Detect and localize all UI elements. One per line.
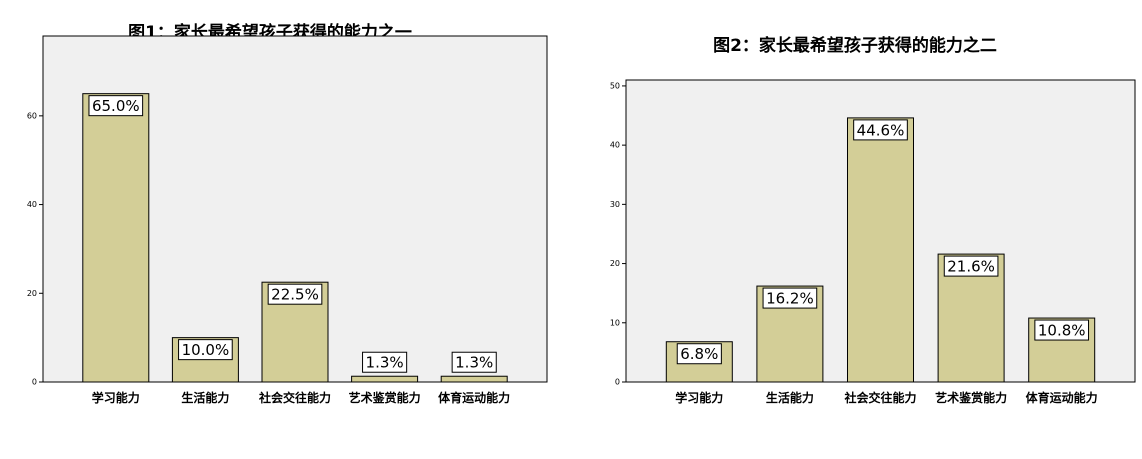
value-label-box <box>451 351 497 373</box>
value-label: 6.8% <box>680 345 718 363</box>
y-tick-label: 20 <box>610 259 620 268</box>
value-label-box <box>267 283 323 305</box>
y-tick-label: 20 <box>27 289 37 298</box>
x-tick-label: 体育运动能力 <box>1025 391 1098 405</box>
x-tick-label: 学习能力 <box>675 391 724 405</box>
value-label: 1.3% <box>455 354 493 372</box>
value-label-box <box>676 343 722 365</box>
value-label-box <box>1034 319 1090 341</box>
value-label: 1.3% <box>366 354 404 372</box>
y-tick-label: 0 <box>32 378 37 387</box>
value-label: 22.5% <box>271 286 319 304</box>
bar <box>440 375 508 383</box>
value-label-box <box>943 255 999 277</box>
x-tick-label: 生活能力 <box>765 391 814 405</box>
value-label-box <box>362 351 408 373</box>
value-label-box <box>178 339 233 361</box>
y-tick-label: 50 <box>610 81 620 90</box>
value-label-box <box>853 119 908 141</box>
x-tick-label: 学习能力 <box>91 391 140 405</box>
y-tick-label: 40 <box>610 141 620 150</box>
bar <box>82 93 150 383</box>
y-tick-label: 60 <box>27 111 37 120</box>
x-tick-label: 社会交往能力 <box>258 391 331 405</box>
y-tick-label: 10 <box>610 318 620 327</box>
y-tick-label: 0 <box>615 378 620 387</box>
value-label-box <box>88 95 144 117</box>
value-label: 16.2% <box>766 290 814 308</box>
x-tick-label: 艺术鉴赏能力 <box>348 391 421 405</box>
x-tick-label: 体育运动能力 <box>438 391 511 405</box>
value-label: 44.6% <box>857 121 905 139</box>
x-tick-label: 社会交往能力 <box>844 391 917 405</box>
bar <box>847 117 914 383</box>
value-label-box <box>762 287 818 309</box>
value-label: 21.6% <box>947 258 995 276</box>
bar <box>351 375 419 383</box>
y-tick-label: 40 <box>27 200 37 209</box>
x-tick-label: 艺术鉴赏能力 <box>935 391 1008 405</box>
chart-title: 图2：家长最希望孩子获得的能力之二 <box>713 35 997 56</box>
value-label: 65.0% <box>92 97 140 115</box>
value-label: 10.0% <box>182 341 230 359</box>
x-tick-label: 生活能力 <box>181 391 230 405</box>
y-tick-label: 30 <box>610 200 620 209</box>
value-label: 10.8% <box>1038 322 1086 340</box>
